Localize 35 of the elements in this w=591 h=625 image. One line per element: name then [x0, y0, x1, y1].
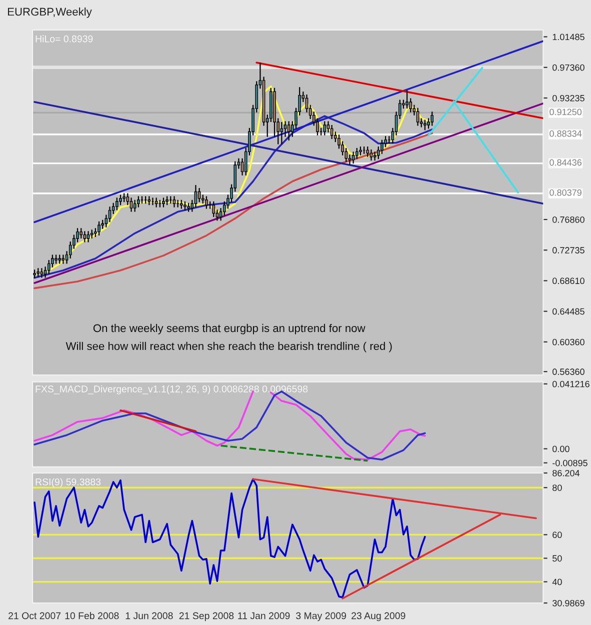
x-tick-label: 10 Feb 2008	[65, 612, 119, 620]
ref-line-label: 0.84436	[550, 159, 582, 166]
annotation: Will see how will react when she reach the bearish trendline ( red )	[66, 342, 392, 352]
ref-line-label: 0.91250	[550, 108, 582, 116]
y-tick-label: 86.204	[552, 470, 580, 476]
x-tick-label: 23 Aug 2009	[352, 612, 406, 622]
annotation: HiLo= 0.8939	[36, 35, 93, 42]
y-tick-label: 40	[552, 578, 562, 586]
y-tick-label: 50	[552, 555, 562, 562]
x-tick-label: 21 Sep 2008	[179, 612, 234, 622]
y-tick-label: 0.60360	[552, 338, 584, 346]
y-tick-label: 0.76860	[552, 216, 584, 223]
ref-line-label: 0.80379	[550, 189, 582, 196]
y-tick-label: 0.64485	[552, 308, 584, 315]
ref-line-label: 0.88334	[550, 130, 582, 137]
y-tick-label: 0.93235	[552, 94, 584, 102]
y-tick-label: 1.01485	[552, 34, 584, 40]
annotation: On the weekly seems that eurgbp is an uptrend for now	[93, 324, 366, 334]
y-tick-label: 60	[552, 532, 562, 538]
y-tick-label: 0.00	[552, 446, 570, 452]
x-tick-label: 11 Jan 2009	[238, 612, 290, 620]
y-tick-label: 0.97360	[552, 64, 584, 71]
y-tick-label: 0.72735	[552, 247, 584, 254]
y-tick-label: 0.68610	[552, 278, 584, 284]
x-tick-label: 3 May 2009	[296, 612, 346, 622]
x-tick-label: 21 Oct 2007	[8, 612, 61, 620]
y-tick-label: 0.56360	[552, 368, 584, 375]
text: RSI(9) 59.3883	[36, 478, 101, 488]
x-tick-label: 1 Jun 2008	[126, 612, 173, 620]
chart-title: EURGBP,Weekly	[8, 8, 92, 18]
y-tick-label: 80	[552, 484, 562, 491]
y-tick-label: 30.9869	[552, 600, 584, 606]
chart-title: FXS_MACD_Divergence_v1.1(12, 26, 9) 0.0086288 0.0096598	[36, 385, 308, 394]
y-tick-label: -0.00895	[552, 460, 588, 466]
y-tick-label: 0.041216	[552, 380, 590, 388]
